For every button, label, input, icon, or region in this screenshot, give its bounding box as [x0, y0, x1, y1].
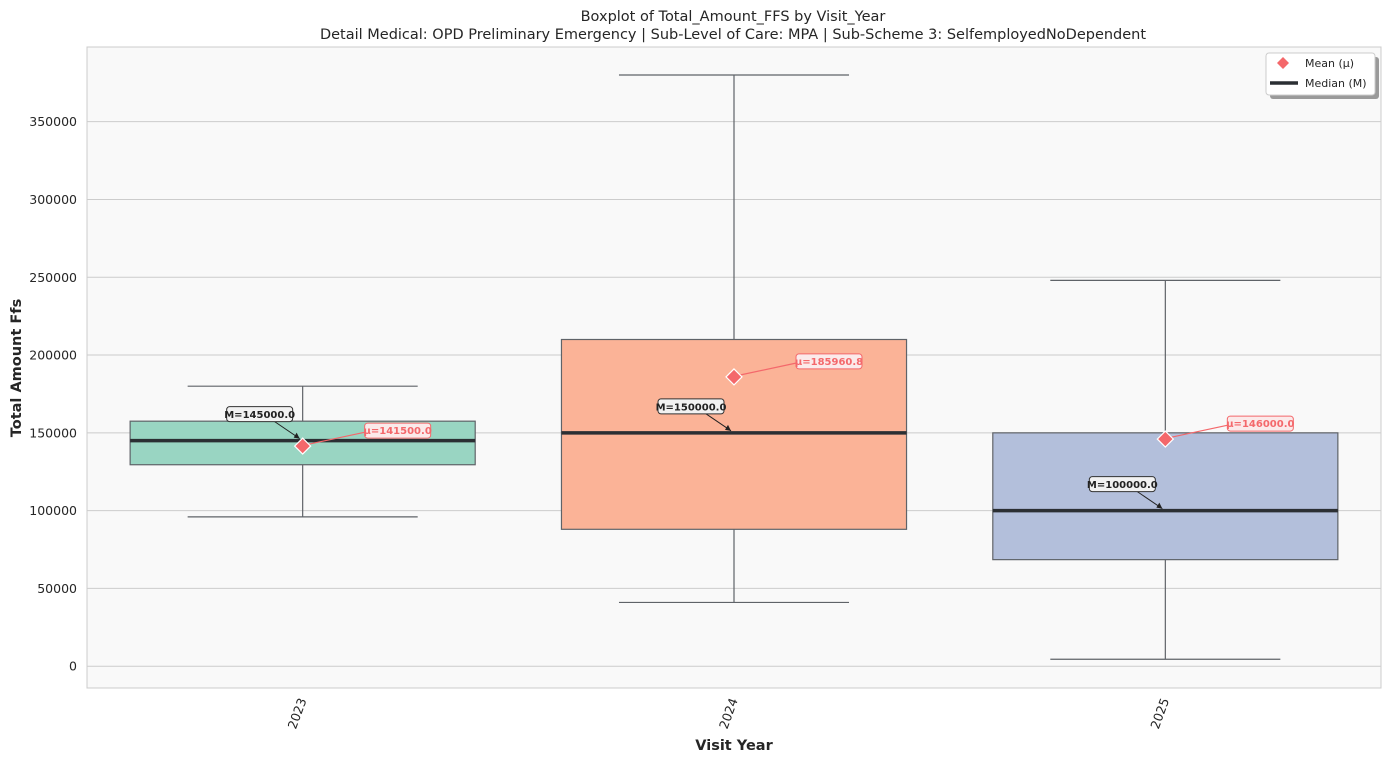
mean-label: μ=141500.0 [364, 426, 432, 437]
median-label: M=100000.0 [1087, 480, 1158, 491]
mean-annotation: μ=185960.8 [725, 353, 863, 386]
median-arrowhead [293, 432, 300, 439]
mean-label: μ=146000.0 [1226, 419, 1294, 430]
median-annotation: M=150000.0 [656, 398, 732, 432]
y-axis-label: Total Amount Ffs [9, 299, 25, 437]
y-tick-label: 250000 [29, 270, 77, 285]
mean-label: μ=185960.8 [795, 357, 863, 368]
y-tick-label: 300000 [29, 192, 77, 207]
median-label-box [1088, 476, 1156, 493]
box-series [129, 74, 1339, 660]
median-arrowhead [725, 424, 731, 431]
mean-connector [1167, 424, 1229, 439]
mean-label-box [1226, 415, 1294, 432]
chart-title: Boxplot of Total_Amount_FFS by Visit_Yea… [581, 9, 886, 25]
y-tick-label: 150000 [29, 425, 77, 440]
legend-mean-marker [1277, 57, 1289, 69]
legend-mean-label: Mean (μ) [1305, 57, 1354, 70]
y-tick-label: 50000 [37, 581, 77, 596]
mean-connector [304, 431, 366, 446]
legend-median-label: Median (M) [1305, 77, 1367, 90]
mean-marker [293, 437, 312, 455]
legend: Mean (μ) Median (M) [1265, 52, 1379, 99]
box-2025 [992, 279, 1339, 660]
median-label-box [226, 406, 294, 423]
median-annotation: M=145000.0 [224, 406, 300, 440]
mean-connector [735, 362, 798, 377]
iqr-box [992, 432, 1339, 561]
mean-marker [725, 368, 743, 386]
median-arrowhead [1156, 502, 1163, 509]
mean-annotation: μ=146000.0 [1156, 415, 1294, 448]
median-label: M=150000.0 [656, 402, 727, 413]
median-label: M=145000.0 [224, 410, 295, 421]
x-axis-label: Visit Year [695, 738, 773, 754]
median-label-box [657, 398, 725, 415]
mean-label-box [795, 353, 863, 370]
y-tick-label: 200000 [29, 348, 77, 363]
x-tick-label: 2024 [716, 696, 741, 731]
annotations: M=145000.0 μ=141500.0 M=150000.0 μ=185960.8… [224, 353, 1294, 510]
y-tick-label: 100000 [29, 503, 77, 518]
chart-subtitle: Detail Medical: OPD Preliminary Emergenc… [320, 27, 1146, 43]
x-tick-labels: 2023 2024 2025 [285, 696, 1173, 731]
x-tick-label: 2025 [1147, 696, 1172, 731]
y-tick-label: 350000 [29, 114, 77, 129]
y-tick-label: 0 [69, 659, 77, 674]
y-tick-labels: 0 50000 100000 150000 200000 250000 300000 3500… [29, 114, 77, 674]
mean-annotation: μ=141500.0 [293, 422, 432, 455]
mean-marker [1156, 430, 1175, 448]
median-annotation: M=100000.0 [1087, 476, 1163, 510]
x-tick-label: 2023 [285, 696, 310, 731]
mean-label-box [364, 422, 432, 439]
plot-frame [86, 46, 1382, 689]
